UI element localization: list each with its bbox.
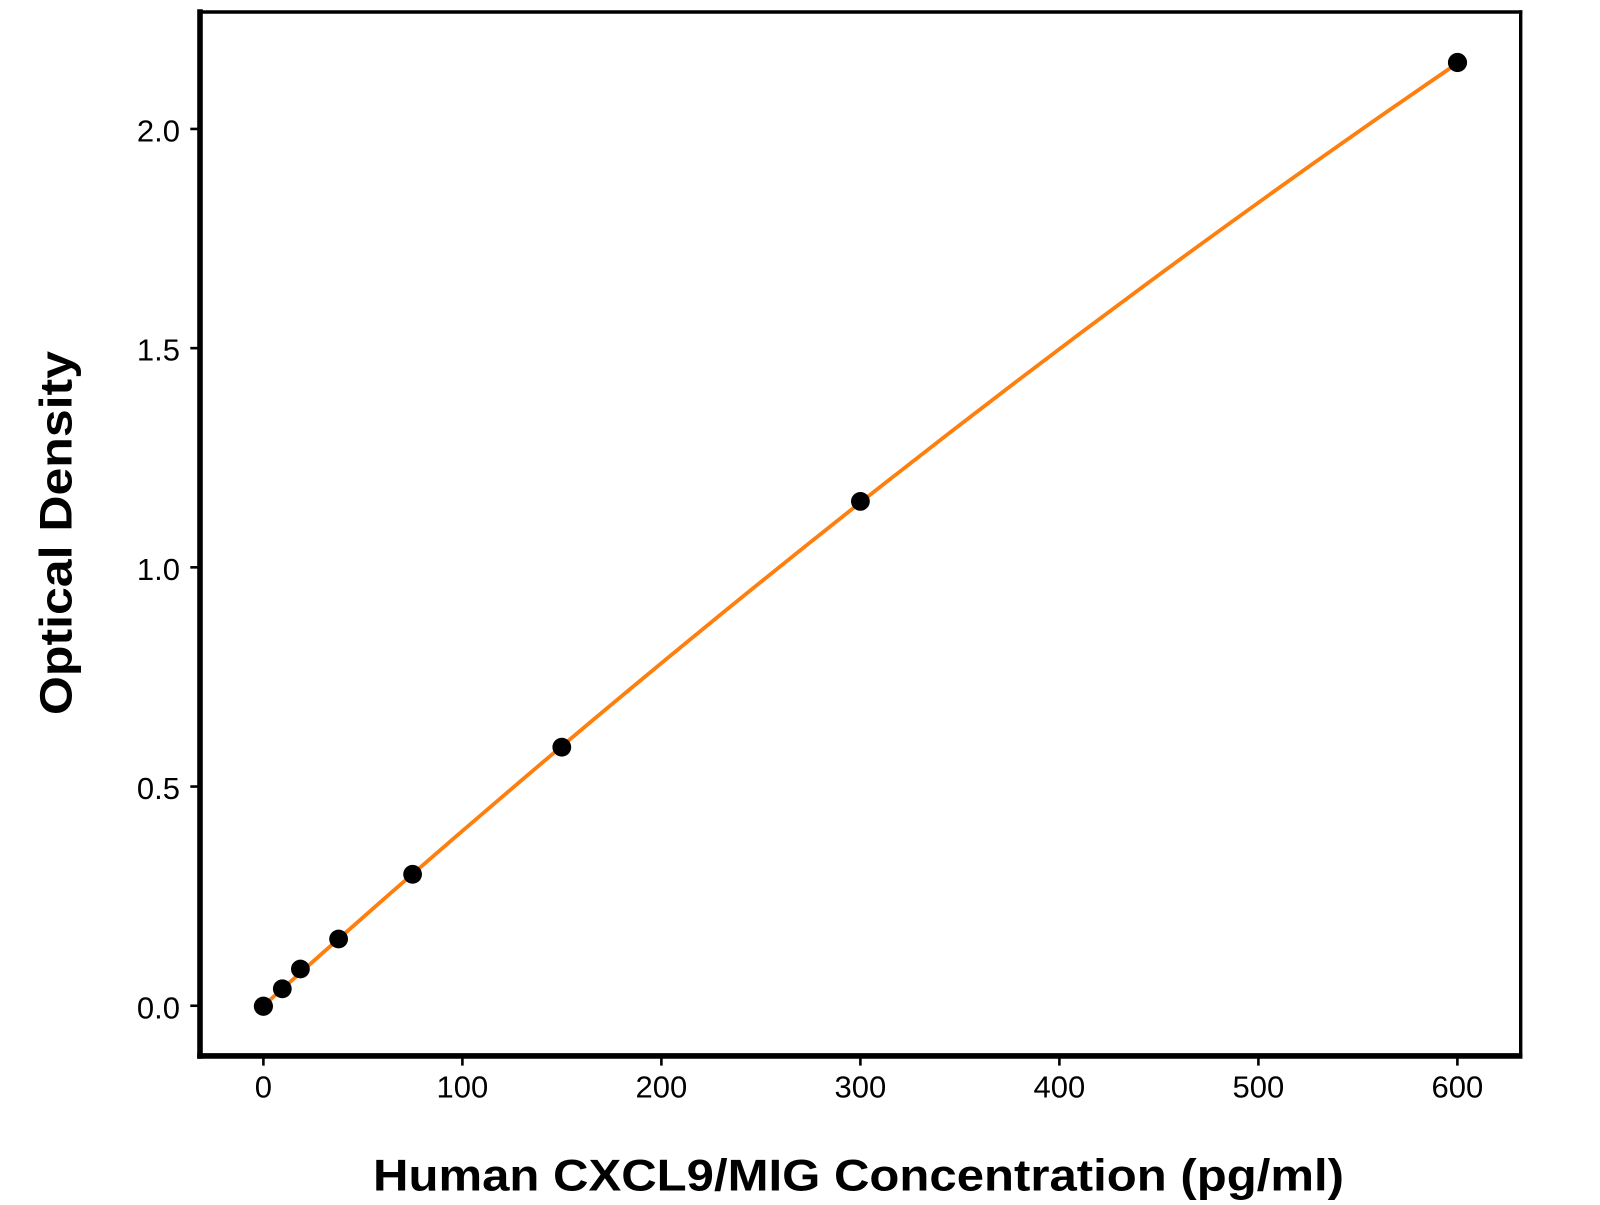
svg-text:Human CXCL9/MIG Concentration: Human CXCL9/MIG Concentration (pg/ml) (373, 1151, 1344, 1200)
svg-text:100: 100 (437, 1070, 489, 1105)
svg-text:1.0: 1.0 (137, 552, 180, 587)
svg-text:400: 400 (1034, 1070, 1086, 1105)
svg-text:Optical Density: Optical Density (31, 351, 82, 715)
svg-text:2.0: 2.0 (137, 113, 180, 148)
svg-text:0.5: 0.5 (137, 771, 180, 806)
svg-text:0.0: 0.0 (137, 990, 180, 1025)
svg-text:1.5: 1.5 (137, 333, 180, 368)
svg-text:500: 500 (1233, 1070, 1285, 1105)
svg-text:300: 300 (835, 1070, 887, 1105)
svg-text:0: 0 (255, 1070, 272, 1105)
svg-text:600: 600 (1432, 1070, 1484, 1105)
svg-text:200: 200 (636, 1070, 688, 1105)
